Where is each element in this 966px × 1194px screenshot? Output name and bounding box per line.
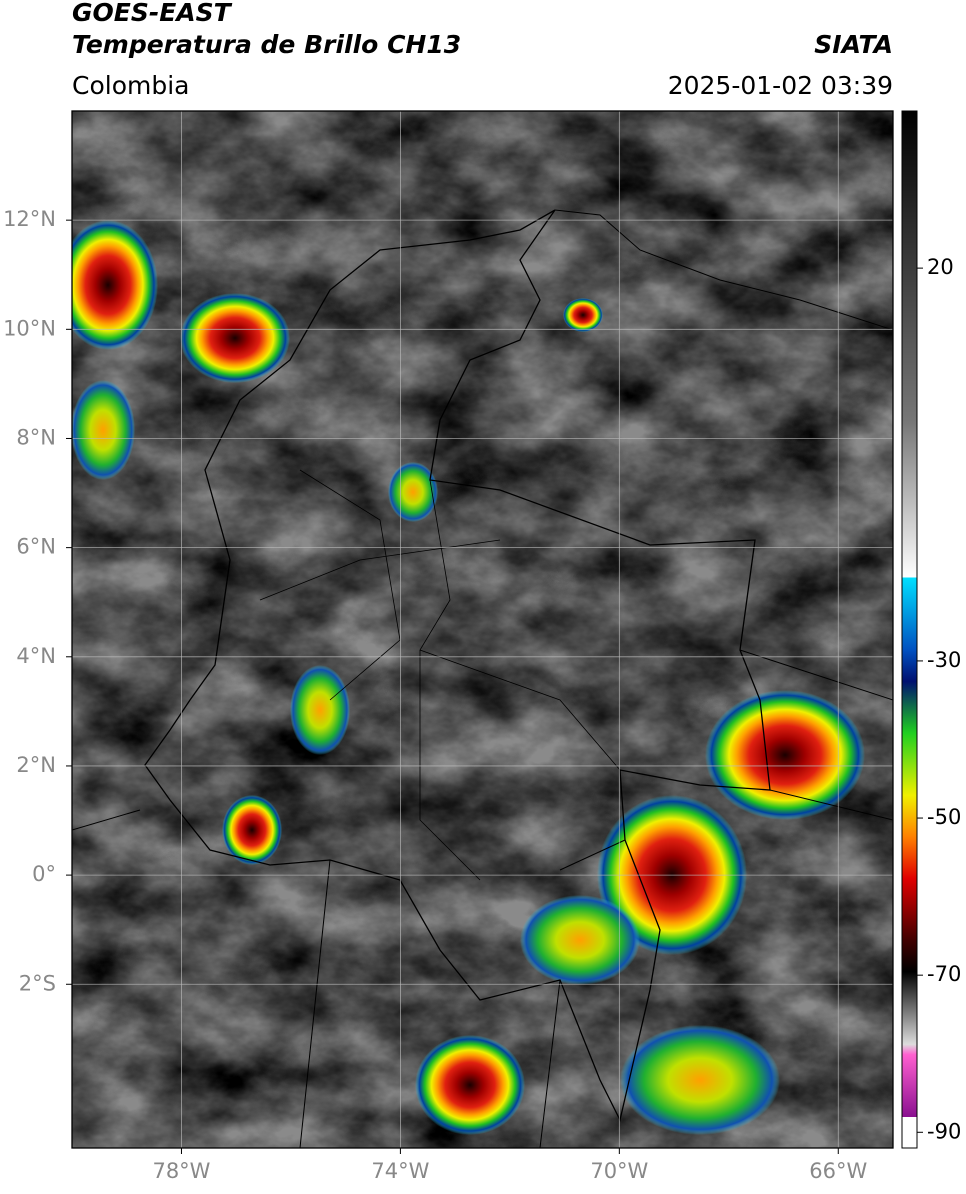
colorbar-tick-label: -70 bbox=[927, 962, 961, 986]
source: SIATA bbox=[814, 30, 893, 59]
subtitle: Temperatura de Brillo CH13 bbox=[72, 30, 461, 59]
map-frame bbox=[71, 110, 894, 1149]
lat-tick-label: 0° bbox=[32, 862, 56, 886]
lat-tick-label: 6°N bbox=[16, 535, 56, 559]
lon-tick-label: 70°W bbox=[590, 1159, 648, 1183]
lat-tick-label: 8°N bbox=[16, 425, 56, 449]
colorbar bbox=[901, 110, 918, 1149]
lat-tick-label: 2°S bbox=[19, 971, 56, 995]
lon-tick-label: 74°W bbox=[371, 1159, 429, 1183]
lon-tick-label: 66°W bbox=[809, 1159, 867, 1183]
region: Colombia bbox=[72, 71, 189, 100]
lat-tick-label: 4°N bbox=[16, 644, 56, 668]
title: GOES-EAST bbox=[72, 0, 233, 27]
colorbar-tick-label: 20 bbox=[927, 255, 954, 279]
grid bbox=[72, 111, 893, 1148]
map-image bbox=[72, 111, 893, 1148]
colorbar-tick-label: -30 bbox=[927, 648, 961, 672]
lat-tick-label: 2°N bbox=[16, 753, 56, 777]
colorbar-tick-label: -50 bbox=[927, 805, 961, 829]
colorbar-tick-label: -90 bbox=[927, 1119, 961, 1143]
datetime: 2025-01-02 03:39 bbox=[668, 71, 893, 100]
lon-tick-label: 78°W bbox=[152, 1159, 210, 1183]
lat-tick-label: 12°N bbox=[3, 207, 56, 231]
lat-tick-label: 10°N bbox=[3, 316, 56, 340]
